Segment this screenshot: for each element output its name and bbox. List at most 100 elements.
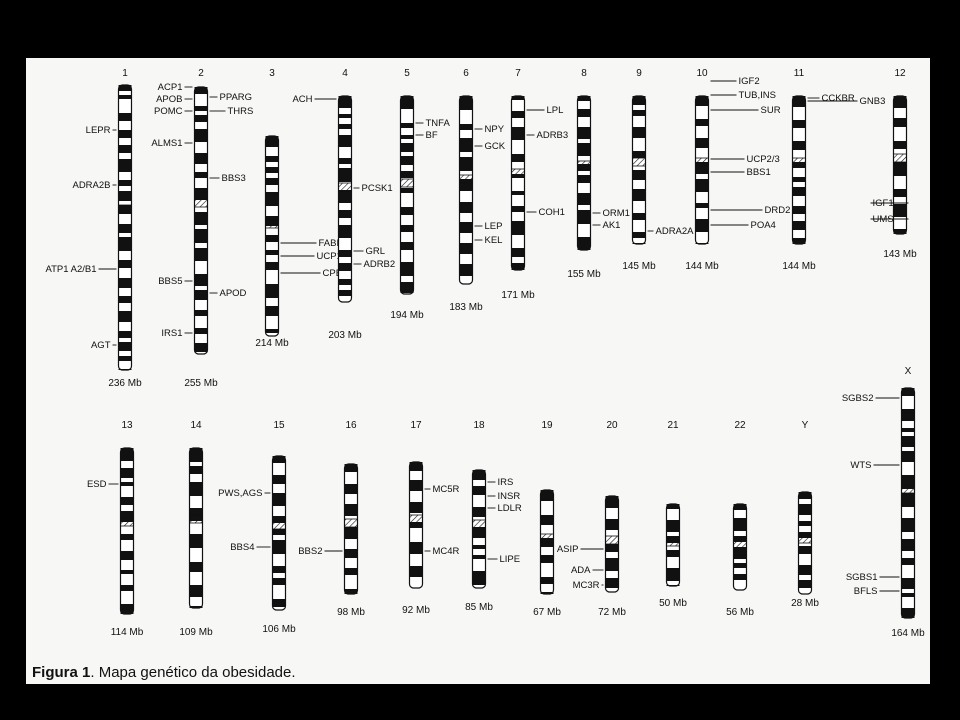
chromosome-band	[272, 529, 286, 535]
gene-label: PWS,AGS	[218, 488, 262, 499]
centromere	[472, 519, 486, 529]
chromosome-label-10: 10	[696, 68, 708, 79]
chromosome-band	[472, 527, 486, 538]
chromosome-band	[400, 135, 414, 139]
chromosome-band	[118, 130, 132, 138]
chromosome-band	[400, 156, 414, 165]
chromosome-band	[194, 172, 208, 178]
chromosome-band	[338, 290, 352, 296]
chromosome-band	[118, 356, 132, 361]
chromosome-label-15: 15	[273, 420, 285, 431]
centromere	[338, 182, 352, 192]
chromosome-label-21: 21	[667, 420, 679, 431]
chromosome-band	[511, 154, 525, 162]
chromosome-size-X: 164 Mb	[891, 628, 925, 639]
chromosome-band	[792, 141, 806, 150]
chromosome-band	[733, 518, 747, 531]
gene-label: SUR	[761, 105, 781, 116]
chromosome-band	[472, 545, 486, 549]
chromosome-band	[120, 497, 134, 505]
chromosome-band	[344, 589, 358, 594]
chromosome-band	[194, 290, 208, 300]
chromosome-band	[511, 206, 525, 212]
chromosome-band	[472, 486, 486, 495]
chromosome-band	[459, 138, 473, 152]
gene-label: LEP	[485, 221, 503, 232]
centromere	[540, 533, 554, 543]
centromere	[400, 178, 414, 188]
chromosome-label-X: X	[905, 366, 912, 377]
chromosome-band	[194, 87, 208, 94]
centromere	[194, 198, 208, 208]
centromere	[409, 514, 423, 524]
chromosome-band	[540, 490, 554, 501]
chromosome-band	[605, 578, 619, 588]
chromosome-band	[666, 520, 680, 532]
chromosome-band	[338, 279, 352, 285]
chromosome-band	[893, 118, 907, 127]
chromosome-band	[901, 593, 915, 597]
chromosome-band	[194, 115, 208, 122]
chromosome-size-9: 145 Mb	[622, 261, 656, 272]
chromosome-size-12: 143 Mb	[883, 249, 917, 260]
centromere	[511, 168, 525, 178]
chromosome-band	[798, 492, 812, 499]
gene-label: APOD	[220, 288, 247, 299]
chromosome-band	[118, 369, 132, 370]
chromosome-7	[510, 95, 526, 271]
chromosome-band	[194, 229, 208, 243]
chromosome-band	[265, 284, 279, 298]
chromosome-band	[265, 192, 279, 206]
centromere	[459, 174, 473, 184]
chromosome-band	[194, 248, 208, 261]
centromere	[344, 518, 358, 528]
chromosome-band	[695, 179, 709, 192]
gene-label: ASIP	[557, 544, 579, 555]
chromosome-label-22: 22	[734, 420, 746, 431]
chromosome-label-7: 7	[515, 68, 521, 79]
gene-label: ACH	[292, 94, 312, 105]
gene-label: LIPE	[500, 554, 521, 565]
gene-label: ADRB3	[537, 130, 569, 141]
chromosome-band	[695, 203, 709, 208]
chromosome-band	[459, 202, 473, 213]
chromosome-band	[792, 96, 806, 107]
chromosome-size-7: 171 Mb	[501, 290, 535, 301]
chromosome-band	[577, 175, 591, 183]
chromosome-band	[540, 515, 554, 525]
chromosome-band	[733, 563, 747, 568]
chromosome-label-16: 16	[345, 420, 357, 431]
chromosome-band	[194, 212, 208, 225]
chromosome-band	[265, 178, 279, 185]
gene-label: ATP1 A2/B1	[45, 264, 96, 275]
chromosome-size-6: 183 Mb	[449, 302, 483, 313]
chromosome-size-11: 144 Mb	[782, 261, 816, 272]
chromosome-band	[666, 585, 680, 586]
chromosome-band	[577, 193, 591, 205]
gene-label: MC4R	[433, 546, 460, 557]
chromosome-band	[733, 504, 747, 510]
caption-prefix: Figura 1	[32, 664, 91, 681]
chromosome-band	[400, 171, 414, 178]
chromosome-band	[118, 260, 132, 268]
chromosome-band	[272, 578, 286, 585]
chromosome-band	[265, 262, 279, 270]
chromosome-band	[901, 428, 915, 432]
chromosome-size-16: 98 Mb	[337, 607, 365, 618]
centromere	[893, 153, 907, 163]
chromosome-band	[265, 306, 279, 316]
gene-label: ALMS1	[151, 138, 182, 149]
centromere	[733, 539, 747, 549]
gene-label: GNB3	[860, 96, 886, 107]
chromosome-band	[118, 237, 132, 251]
chromosome-band	[194, 328, 208, 334]
caption-text: . Mapa genético da obesidade.	[90, 664, 296, 681]
gene-label: SGBS2	[842, 393, 874, 404]
chromosome-size-4: 203 Mb	[328, 330, 362, 341]
chromosome-band	[118, 342, 132, 351]
chromosome-band	[344, 527, 358, 539]
chromosome-band	[344, 484, 358, 494]
chromosome-band	[893, 229, 907, 234]
chromosome-band	[511, 191, 525, 195]
chromosome-band	[120, 534, 134, 540]
